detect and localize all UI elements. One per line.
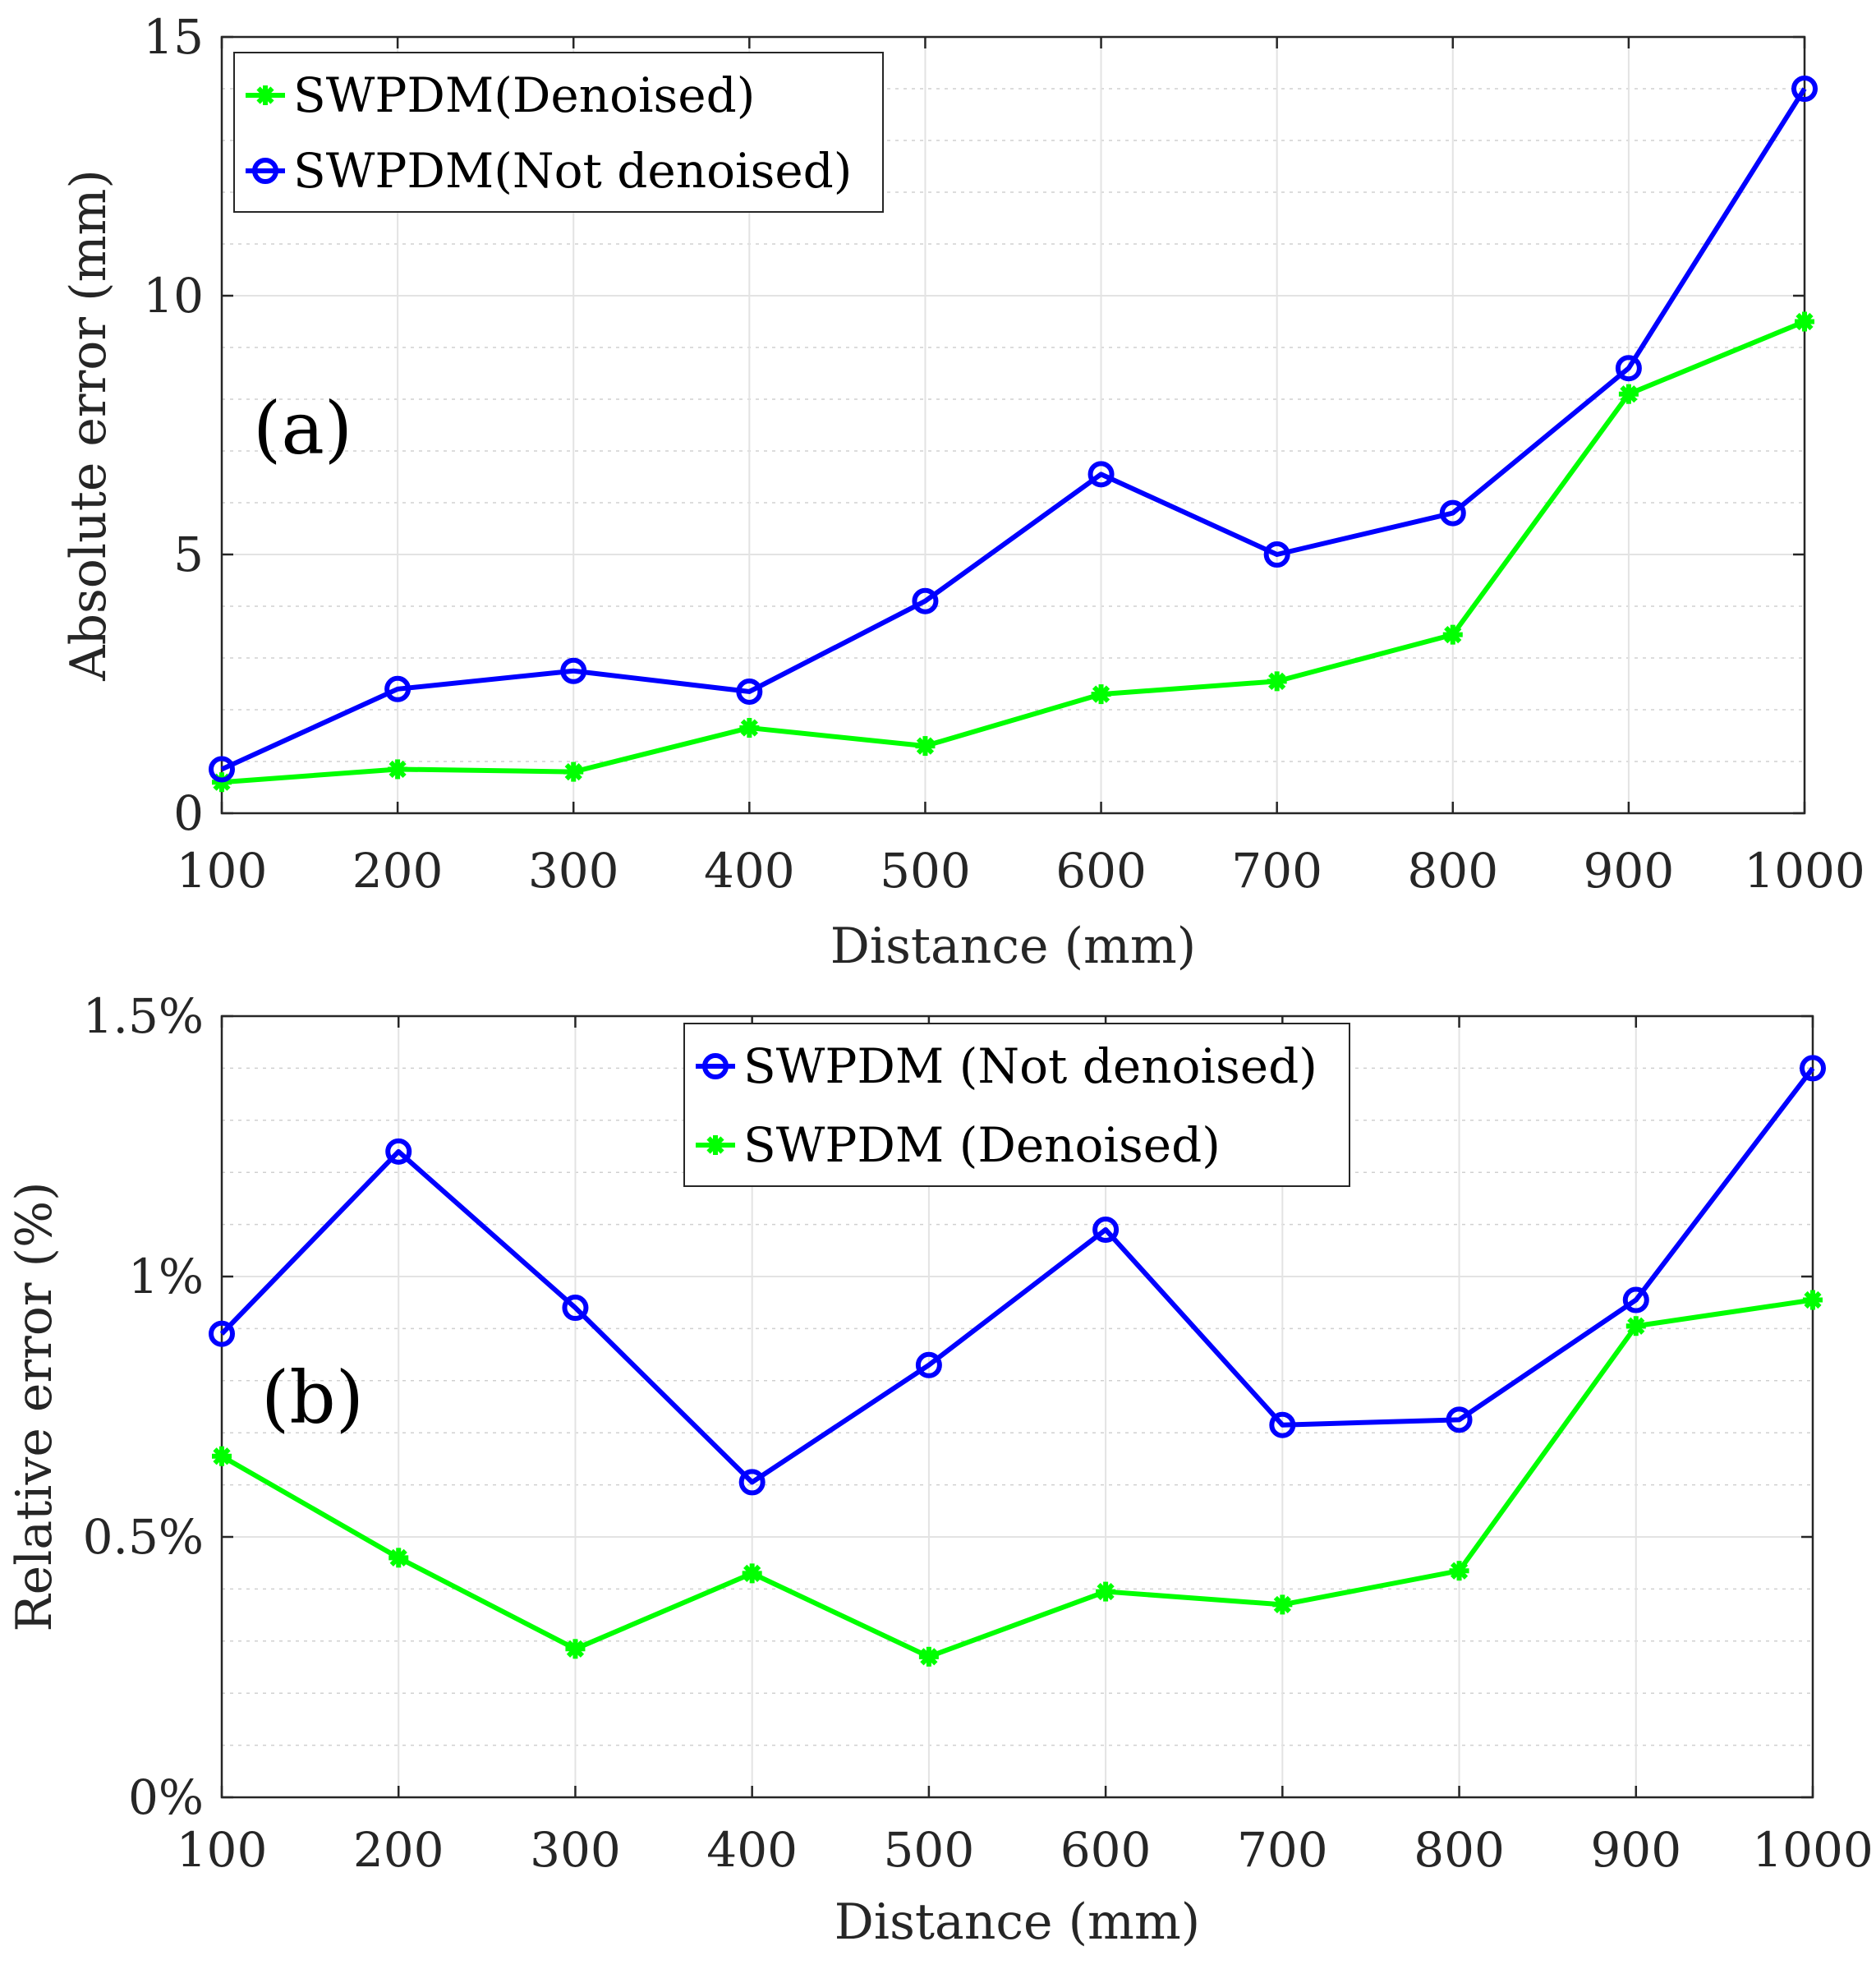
x-tick-label: 400	[704, 843, 795, 899]
x-tick-label: 200	[352, 843, 444, 899]
data-point	[738, 1469, 766, 1496]
x-tick-label: 900	[1584, 843, 1675, 899]
x-tick-label: 700	[1231, 843, 1322, 899]
data-point	[1269, 1411, 1296, 1438]
data-point	[384, 675, 412, 702]
data-point	[563, 761, 584, 782]
x-tick-label: 600	[1060, 1822, 1152, 1878]
data-point	[915, 736, 936, 757]
x-tick-label: 200	[353, 1822, 444, 1878]
data-point	[209, 756, 235, 783]
panel-label: (b)	[261, 1355, 364, 1440]
data-point	[742, 1563, 762, 1584]
series-line-swpdm-not-denoised-	[219, 1066, 1815, 1485]
x-tick-label: 1000	[1752, 1822, 1874, 1878]
data-point	[562, 1295, 589, 1322]
legend: SWPDM(Denoised) SWPDM(Not denoised)	[233, 52, 884, 213]
data-point	[388, 759, 408, 780]
data-point	[1803, 1290, 1823, 1310]
x-axis-label: Distance (mm)	[830, 918, 1196, 975]
x-tick-label: 500	[884, 1822, 975, 1878]
data-point	[1091, 684, 1111, 705]
legend-marker	[702, 1053, 729, 1079]
data-point	[1449, 1561, 1469, 1581]
legend-box	[233, 52, 884, 213]
x-axis-label: Distance (mm)	[835, 1893, 1200, 1951]
legend-marker	[706, 1135, 725, 1155]
x-tick-label: 500	[880, 843, 971, 899]
x-tick-label: 800	[1414, 1822, 1505, 1878]
data-point	[1625, 1316, 1646, 1336]
plot-frame	[220, 35, 1806, 815]
x-tick-label: 900	[1590, 1822, 1681, 1878]
data-point	[560, 657, 587, 684]
data-point	[912, 587, 939, 614]
x-tick-label: 300	[530, 1822, 621, 1878]
y-tick-label: 10	[143, 268, 204, 324]
legend-marker	[252, 158, 278, 184]
x-tick-label: 300	[528, 843, 619, 899]
data-point	[1618, 384, 1639, 404]
legend: SWPDM (Not denoised) SWPDM (Denoised)	[683, 1023, 1350, 1187]
data-point	[385, 1138, 412, 1165]
x-tick-label: 100	[177, 1822, 268, 1878]
y-axis-label: Absolute error (mm)	[60, 169, 117, 682]
x-tick-label: 800	[1407, 843, 1498, 899]
x-tick-label: 600	[1055, 843, 1147, 899]
data-point	[209, 1320, 235, 1347]
series-line-swpdm-denoised-	[220, 1297, 1814, 1659]
data-point	[736, 678, 763, 705]
legend-label: SWPDM (Not denoised)	[743, 1038, 1317, 1094]
y-axis-label: Relative error (%)	[6, 1182, 63, 1632]
data-point	[1791, 76, 1818, 102]
data-point	[915, 1351, 942, 1378]
data-point	[918, 1646, 939, 1667]
legend-box	[683, 1023, 1350, 1187]
data-point	[1439, 499, 1466, 527]
y-tick-label: 15	[143, 9, 204, 65]
data-point	[212, 1446, 232, 1466]
legend-label: SWPDM(Denoised)	[293, 67, 755, 123]
data-point	[739, 718, 760, 738]
y-tick-label: 1.5%	[83, 988, 204, 1044]
data-point	[1795, 311, 1814, 332]
data-point	[1615, 355, 1642, 382]
data-point	[389, 1548, 409, 1568]
data-point	[1267, 671, 1287, 692]
panel-label: (a)	[253, 386, 352, 471]
legend-marker	[255, 85, 275, 105]
series-line-swpdm-denoised-	[221, 319, 1806, 785]
y-tick-label: 0.5%	[83, 1509, 204, 1565]
chart-panel-a: 100 200 300 400 500 600 700 800 900 1000 0 5 10 15 Dis…	[60, 9, 1865, 975]
x-tick-label: 400	[706, 1822, 798, 1878]
legend-label: SWPDM (Denoised)	[743, 1117, 1221, 1173]
plot-frame	[220, 1014, 1814, 1799]
series-line-swpdm-not-denoised-	[220, 87, 1807, 772]
data-point	[1092, 1216, 1120, 1243]
legend-label: SWPDM(Not denoised)	[293, 143, 852, 199]
y-tick-label: 0	[173, 785, 204, 841]
data-point	[1622, 1286, 1649, 1313]
data-point	[1446, 1406, 1473, 1433]
x-tick-label: 1000	[1744, 843, 1865, 899]
y-tick-label: 5	[173, 527, 204, 582]
data-point	[1800, 1055, 1826, 1082]
data-point	[1263, 541, 1290, 568]
y-tick-label: 0%	[128, 1769, 204, 1825]
data-point	[1087, 461, 1115, 488]
x-tick-label: 100	[177, 843, 268, 899]
data-point	[1272, 1594, 1293, 1615]
x-tick-label: 700	[1237, 1822, 1328, 1878]
data-point	[565, 1639, 586, 1659]
y-tick-label: 1%	[128, 1249, 204, 1304]
chart-panel-b: 100 200 300 400 500 600 700 800 900 1000 0% 0.5% 1% 1…	[6, 988, 1874, 1951]
data-point	[1096, 1581, 1116, 1602]
data-point	[1442, 624, 1463, 645]
